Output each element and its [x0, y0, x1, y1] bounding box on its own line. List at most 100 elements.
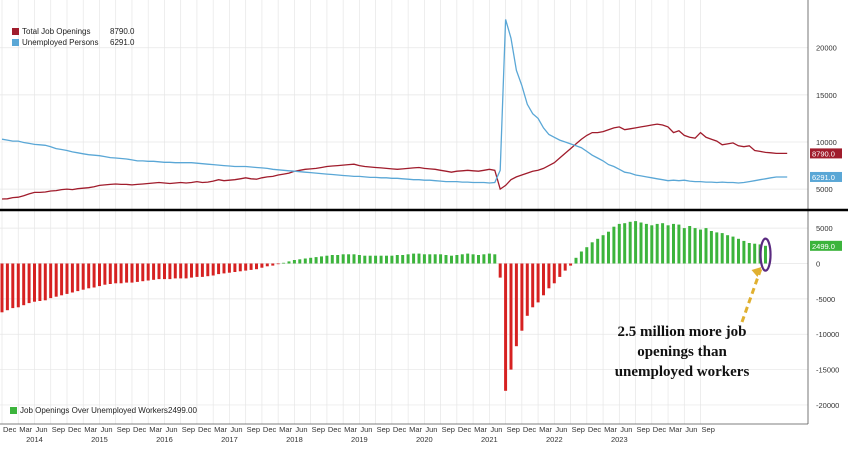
x-month-label: Jun — [620, 425, 632, 434]
annotation: 2.5 million more job openings than unemp… — [615, 324, 750, 380]
gap-bar — [173, 263, 177, 279]
legend-label-unemployed: Unemployed Persons — [22, 38, 98, 47]
gap-bar — [650, 225, 654, 264]
gap-bar — [720, 233, 724, 264]
gap-bar — [547, 263, 551, 289]
x-year-label: 2016 — [156, 435, 173, 444]
gap-bar — [444, 255, 448, 264]
annotation-line-3: unemployed workers — [615, 364, 750, 380]
y-tick-label-top: 10000 — [816, 138, 837, 147]
gap-bar — [168, 263, 172, 280]
x-month-label: Dec — [133, 425, 147, 434]
gap-bar — [742, 240, 746, 264]
gap-bar — [222, 263, 226, 274]
y-tick-label-bottom: 5000 — [816, 224, 833, 233]
gap-bar — [688, 226, 692, 264]
gap-bar — [493, 254, 497, 264]
annotation-line-1: 2.5 million more job — [618, 324, 747, 340]
gap-bar — [704, 228, 708, 264]
x-month-label: Dec — [3, 425, 17, 434]
bottom-legend: Job Openings Over Unemployed Workers 249… — [10, 406, 197, 415]
x-month-label: Mar — [84, 425, 97, 434]
gap-bar — [439, 254, 443, 264]
gap-bar — [103, 263, 107, 285]
gap-bar — [119, 263, 123, 284]
gap-bar — [249, 263, 253, 270]
gap-bar — [81, 263, 85, 290]
gap-bar — [330, 255, 334, 264]
gap-bar — [33, 263, 36, 302]
gap-bar — [217, 263, 221, 275]
gap-value-label: 2499.0 — [812, 242, 835, 251]
gap-bar — [677, 224, 681, 264]
unemployed-value-label: 6291.0 — [812, 173, 835, 182]
gap-bar — [661, 223, 665, 264]
gap-bar — [271, 263, 275, 266]
gap-bar — [76, 263, 80, 292]
x-month-label: Mar — [279, 425, 292, 434]
y-tick-label-top: 15000 — [816, 91, 837, 100]
gap-bar — [709, 231, 713, 264]
gap-bar — [655, 223, 659, 264]
gap-bar — [255, 263, 258, 270]
gap-bar — [363, 255, 367, 264]
x-year-label: 2015 — [91, 435, 108, 444]
x-year-label: 2017 — [221, 435, 238, 444]
y-tick-label-bottom: -10000 — [816, 330, 839, 339]
gap-bar — [27, 263, 31, 304]
gap-bar — [395, 255, 399, 264]
x-month-label: Sep — [117, 425, 130, 434]
annotation-arrow-head — [751, 267, 762, 278]
gap-bar — [406, 254, 410, 264]
gap-bar — [563, 263, 567, 271]
gap-bar — [276, 263, 280, 265]
gap-bar — [390, 255, 394, 264]
gap-bar — [601, 235, 605, 264]
gap-bar — [238, 263, 242, 272]
x-month-label: Jun — [425, 425, 437, 434]
gap-bar — [352, 254, 356, 264]
gap-bar — [574, 257, 578, 264]
x-month-label: Sep — [442, 425, 455, 434]
x-month-label: Dec — [653, 425, 667, 434]
gap-bar — [303, 258, 307, 264]
x-month-label: Mar — [214, 425, 227, 434]
gap-bar — [433, 254, 437, 264]
gap-bar — [385, 255, 388, 264]
gap-bar — [753, 243, 757, 264]
unemployed-value-marker — [810, 171, 842, 182]
gap-bar — [87, 263, 91, 289]
x-month-label: Mar — [669, 425, 682, 434]
x-month-label: Mar — [149, 425, 162, 434]
gap-bar — [70, 263, 74, 293]
gap-bar — [428, 254, 432, 264]
gap-bar — [200, 263, 204, 277]
x-year-label: 2014 — [26, 435, 43, 444]
gap-bar — [525, 263, 529, 316]
gap-bar — [737, 238, 740, 264]
legend-swatch-job-openings — [12, 28, 19, 35]
gap-bar — [163, 263, 166, 280]
gap-bar — [114, 263, 118, 284]
top-panel: 8790.0 6291.0 — [1, 19, 842, 200]
gap-bar — [125, 263, 129, 283]
gap-bar — [542, 263, 545, 296]
annotation-line-2: openings than — [637, 344, 727, 360]
bottom-panel: 2499.0 — [0, 221, 842, 391]
gap-bar — [11, 263, 15, 309]
gap-bar — [374, 255, 378, 264]
x-month-label: Sep — [702, 425, 715, 434]
legend-value-unemployed: 6291.0 — [110, 38, 135, 47]
gap-bar — [672, 223, 675, 264]
gap-bar — [265, 263, 269, 267]
gap-bar — [417, 253, 421, 264]
x-month-label: Jun — [685, 425, 697, 434]
gap-bar — [612, 226, 616, 264]
annotation-arrow — [740, 266, 763, 323]
gap-bar — [146, 263, 150, 281]
x-month-label: Dec — [393, 425, 407, 434]
gap-bar — [477, 255, 480, 264]
gap-bar — [227, 263, 231, 273]
gap-bar — [368, 255, 372, 264]
